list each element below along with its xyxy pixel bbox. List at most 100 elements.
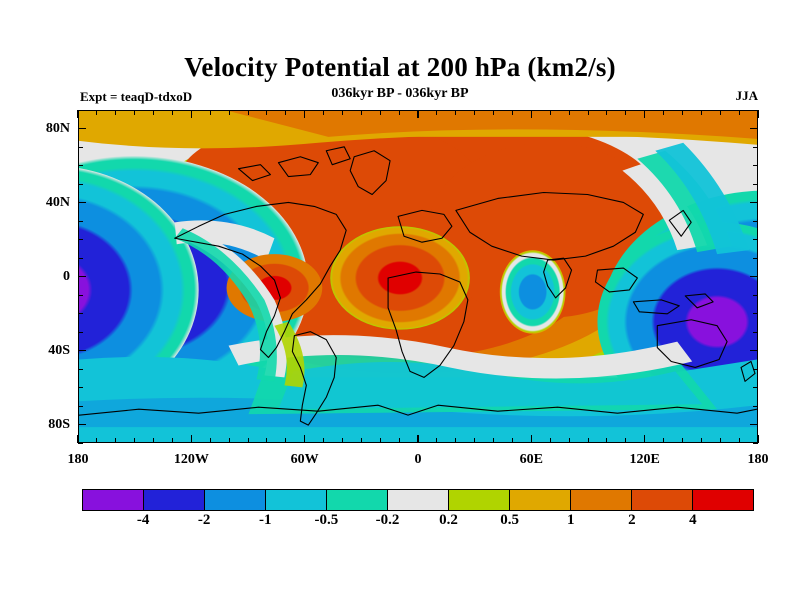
x-tick xyxy=(681,438,683,443)
colorbar-band xyxy=(143,490,204,510)
colorbar-band xyxy=(631,490,692,510)
colorbar-band xyxy=(448,490,509,510)
y-tick xyxy=(753,313,758,314)
x-tick xyxy=(115,438,117,443)
y-tick xyxy=(753,239,758,240)
y-tick xyxy=(750,349,758,352)
contour-field xyxy=(79,111,757,442)
x-tick xyxy=(77,110,79,118)
x-axis-label: 60E xyxy=(519,452,543,467)
x-tick xyxy=(247,110,249,115)
x-tick xyxy=(417,110,419,118)
x-tick xyxy=(606,110,608,115)
y-tick xyxy=(78,201,86,204)
x-tick xyxy=(587,110,589,115)
y-tick xyxy=(750,201,758,204)
x-tick xyxy=(530,110,533,118)
x-tick xyxy=(625,110,627,115)
y-tick xyxy=(78,127,86,130)
y-tick xyxy=(78,275,86,278)
y-tick xyxy=(78,442,83,444)
y-tick xyxy=(78,331,83,333)
colorbar-band xyxy=(570,490,631,510)
x-tick xyxy=(379,438,381,443)
x-tick xyxy=(530,435,533,443)
x-axis-label: 0 xyxy=(414,452,422,467)
x-tick xyxy=(474,110,476,115)
x-tick xyxy=(568,438,570,443)
x-tick xyxy=(285,438,287,443)
x-tick xyxy=(303,435,306,443)
y-tick xyxy=(753,368,758,370)
colorbar-tick-label: -1 xyxy=(259,512,272,528)
x-axis-label: 120W xyxy=(173,452,209,467)
x-tick xyxy=(417,435,419,443)
colorbar-tick-label: -0.2 xyxy=(375,512,400,528)
x-tick xyxy=(493,110,495,115)
x-tick xyxy=(643,435,646,443)
colorbar-band xyxy=(204,490,265,510)
y-tick xyxy=(753,405,758,407)
y-tick xyxy=(78,109,83,111)
x-tick xyxy=(190,110,193,118)
x-tick xyxy=(341,438,343,443)
x-tick xyxy=(77,435,79,443)
x-tick xyxy=(266,110,268,115)
x-tick xyxy=(587,438,589,443)
x-tick xyxy=(209,438,211,443)
y-tick xyxy=(78,405,83,407)
x-tick xyxy=(663,110,665,115)
x-tick xyxy=(455,438,457,443)
x-tick xyxy=(549,438,551,443)
y-axis-label: 80N xyxy=(45,120,70,136)
colorbar-tick-label: -4 xyxy=(136,512,150,528)
x-tick xyxy=(663,438,665,443)
x-tick xyxy=(738,438,740,443)
colorbar-tick-label: -2 xyxy=(197,512,211,528)
x-tick xyxy=(323,110,325,115)
x-tick xyxy=(398,110,400,115)
x-tick xyxy=(455,110,457,115)
colorbar[interactable] xyxy=(82,489,754,511)
x-tick xyxy=(568,110,570,115)
x-tick xyxy=(511,110,513,115)
x-tick xyxy=(360,438,362,443)
x-tick xyxy=(303,110,306,118)
y-tick xyxy=(753,220,758,222)
y-tick xyxy=(78,146,83,148)
colorbar-band xyxy=(83,490,143,510)
colorbar-tick-label: -0.5 xyxy=(314,512,339,528)
y-axis-label: 80S xyxy=(48,416,70,432)
y-axis-label: 40N xyxy=(45,194,70,210)
page-title: Velocity Potential at 200 hPa (km2/s) xyxy=(184,52,616,82)
x-tick xyxy=(474,438,476,443)
y-axis-label: 40S xyxy=(48,342,70,358)
x-tick xyxy=(134,110,136,115)
experiment-label: Expt = teaqD-tdxoD xyxy=(80,89,193,104)
x-tick xyxy=(171,110,173,115)
x-tick xyxy=(190,435,193,443)
x-tick xyxy=(153,110,155,115)
colorbar-band xyxy=(326,490,387,510)
y-tick xyxy=(78,294,83,296)
x-tick xyxy=(511,438,513,443)
colorbar-tick-label: 0.2 xyxy=(439,512,458,528)
x-tick xyxy=(549,110,551,115)
y-tick xyxy=(78,368,83,370)
y-tick xyxy=(78,423,86,426)
y-tick xyxy=(78,183,83,185)
coastline-overlay xyxy=(79,146,757,426)
x-tick xyxy=(757,435,759,443)
y-tick xyxy=(750,127,758,130)
y-tick xyxy=(753,257,758,259)
x-tick xyxy=(606,438,608,443)
map-plot-area xyxy=(78,110,758,443)
y-tick xyxy=(753,442,758,444)
x-tick xyxy=(134,438,136,443)
y-tick xyxy=(753,183,758,185)
y-tick xyxy=(78,257,83,259)
colorbar-tick-label: 2 xyxy=(628,512,636,528)
x-tick xyxy=(228,438,230,443)
colorbar-band xyxy=(265,490,326,510)
y-tick xyxy=(750,423,758,426)
